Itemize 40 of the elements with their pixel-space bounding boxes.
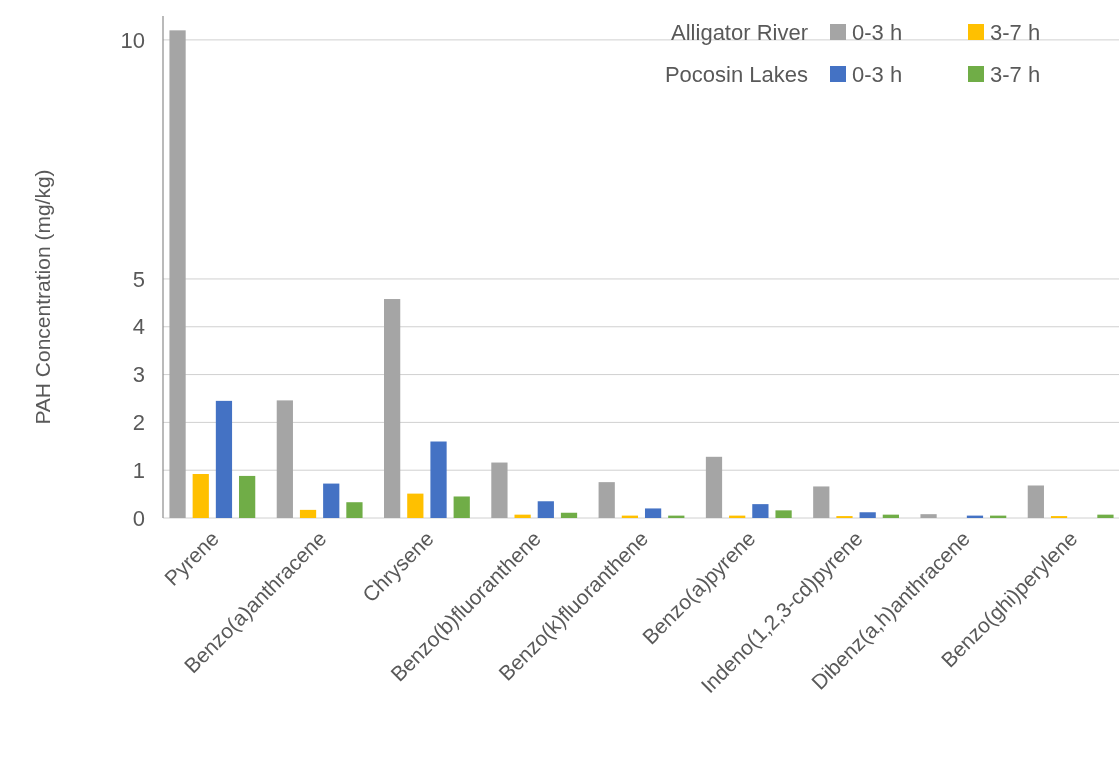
bar [775,510,792,518]
y-tick-label: 0 [132,505,145,531]
bar [598,482,615,518]
bar [514,514,531,518]
bar [1027,485,1044,518]
y-tick-label: 2 [132,410,145,436]
bar [169,30,186,518]
bar [192,474,209,518]
legend-label: 0-3 h [852,61,903,87]
annotation: Pocosin Lakes [664,61,808,87]
bar [1097,514,1114,518]
bar [705,456,723,518]
legend-label: 3-7 h [990,19,1041,45]
bar [215,400,233,518]
bar [323,483,340,518]
bar [560,512,578,518]
legend-label: 3-7 h [990,61,1041,87]
bar [537,501,554,518]
bar [644,508,662,518]
bar [299,509,317,518]
bar [407,493,424,518]
y-tick-label: 4 [132,314,145,340]
legend-label: 0-3 h [852,19,903,45]
bar [430,441,447,518]
bar [276,400,293,518]
bar [920,514,937,518]
y-tick-label: 10 [120,27,145,53]
bar [239,475,256,518]
y-axis-title: PAH Concentration (mg/kg) [31,169,54,425]
annotation: Alligator River [671,19,808,45]
bar [752,504,769,518]
bar [491,462,508,518]
bar [346,502,363,518]
bar [453,496,470,518]
y-tick-label: 1 [132,457,145,483]
bar [813,486,830,518]
y-tick-label: 3 [132,362,145,388]
bar [384,299,401,518]
y-tick-label: 5 [132,266,145,292]
bar [859,512,876,518]
